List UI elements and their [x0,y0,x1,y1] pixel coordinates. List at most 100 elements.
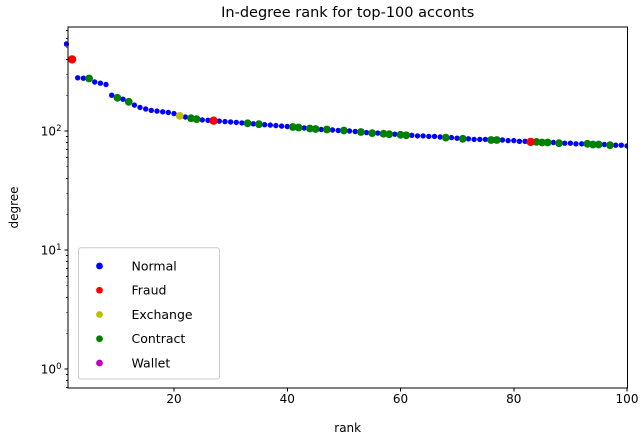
data-point-fraud [526,137,535,147]
data-point-contract [606,141,614,150]
data-point-normal [103,81,109,88]
data-point-normal [165,109,171,116]
data-point-normal [131,102,138,108]
data-point-normal [550,139,557,146]
legend-label: Wallet [132,355,171,370]
data-point-normal [216,118,222,124]
legend-box [78,247,220,380]
data-point-contract [357,128,365,136]
data-point-contract [311,125,320,133]
data-point-normal [301,125,307,131]
data-point-normal [137,104,143,111]
legend-label: Normal [132,258,177,273]
data-point-contract [124,97,133,106]
data-point-normal [471,136,477,143]
x-tick-label: 60 [393,392,408,406]
data-point-normal [278,123,285,129]
data-point-contract [192,115,201,123]
data-point-normal [261,122,268,128]
data-point-contract [323,125,331,134]
legend-marker-contract [96,335,103,343]
data-point-fraud [67,55,77,64]
data-point-normal [573,141,579,147]
data-point-contract [594,140,603,149]
data-point-normal [618,142,624,148]
data-point-normal [239,120,245,126]
data-point-normal [80,75,87,81]
data-point-contract [368,129,377,138]
data-point-normal [352,128,358,135]
x-tick-label: 20 [166,392,181,406]
legend-label: Fraud [132,283,167,298]
data-points [64,41,628,150]
data-point-normal [516,138,523,144]
data-point-normal [505,137,511,144]
data-point-normal [392,131,398,137]
data-point-normal [335,127,341,134]
data-point-normal [363,129,370,136]
data-point-contract [113,93,122,102]
data-point-contract [402,131,411,140]
data-point-normal [199,117,205,123]
data-point-normal [562,140,568,146]
data-point-normal [92,79,98,85]
data-point-normal [97,80,104,86]
legend-marker-normal [96,262,103,270]
data-point-normal [267,122,273,128]
data-point-contract [543,138,552,147]
data-point-normal [437,134,443,140]
data-point-normal [414,133,421,139]
chart-title: In-degree rank for top-100 acconts [221,5,474,21]
data-point-normal [171,110,177,117]
data-point-normal [205,117,211,124]
data-point-normal [375,130,381,136]
data-point-normal [318,126,324,133]
data-point-exchange [175,112,184,120]
data-point-normal [448,134,455,141]
data-point-contract [532,138,541,146]
data-point-contract [385,130,394,139]
data-point-normal [120,96,126,102]
data-point-contract [243,119,252,128]
data-point-normal [511,137,517,144]
data-point-normal [579,141,585,147]
data-point-normal [273,122,279,129]
data-point-normal [477,136,483,143]
x-tick-label: 80 [506,392,521,406]
legend-label: Exchange [132,307,193,322]
data-point-contract [85,74,93,83]
data-point-contract [441,133,450,142]
data-point-contract [492,136,501,144]
data-point-normal [482,136,489,143]
data-point-normal [227,119,234,125]
data-point-normal [284,123,290,130]
data-point-contract [289,123,297,131]
data-point-normal [233,119,239,126]
data-point-normal [154,108,160,114]
data-point-normal [346,128,353,134]
data-point-normal [601,141,607,148]
data-point-normal [329,127,336,133]
data-point-normal [567,140,574,146]
data-point-normal [454,135,460,141]
data-point-contract [396,130,405,139]
data-point-contract [379,129,388,138]
data-point-normal [499,137,506,143]
data-point-contract [487,136,495,144]
legend-label: Contract [132,331,186,346]
data-point-normal [143,106,149,112]
data-point-normal [409,132,415,138]
data-point-contract [589,140,597,149]
data-point-normal [160,109,166,115]
legend: Normal Fraud Exchange Contract Wallet [78,247,220,380]
data-point-normal [182,114,188,120]
legend-marker-wallet [96,359,103,367]
data-point-contract [458,134,467,143]
x-axis-label: rank [334,421,361,435]
x-tick-label: 100 [616,392,639,406]
legend-marker-fraud [96,286,103,294]
data-point-contract [255,120,263,129]
data-point-normal [250,121,256,127]
x-tick-label: 40 [280,392,295,406]
